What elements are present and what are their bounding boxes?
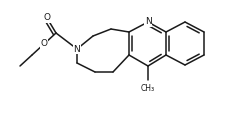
Text: N: N — [145, 18, 151, 26]
Text: O: O — [43, 13, 50, 22]
Text: CH₃: CH₃ — [141, 84, 155, 93]
Text: N: N — [74, 44, 80, 53]
Text: O: O — [40, 40, 47, 49]
